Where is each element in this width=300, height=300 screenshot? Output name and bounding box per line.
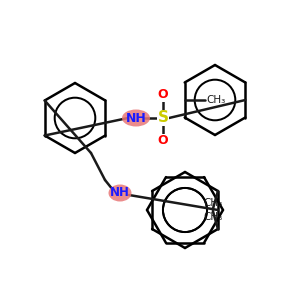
- Text: NH: NH: [110, 187, 130, 200]
- Text: NH: NH: [126, 112, 146, 124]
- Text: O: O: [158, 134, 168, 148]
- Ellipse shape: [109, 184, 131, 202]
- Text: O: O: [158, 88, 168, 101]
- Text: CH₃: CH₃: [207, 95, 226, 105]
- Text: CH₃: CH₃: [203, 212, 223, 222]
- Ellipse shape: [122, 110, 150, 127]
- Text: CH₃: CH₃: [203, 198, 223, 208]
- Text: S: S: [158, 110, 169, 125]
